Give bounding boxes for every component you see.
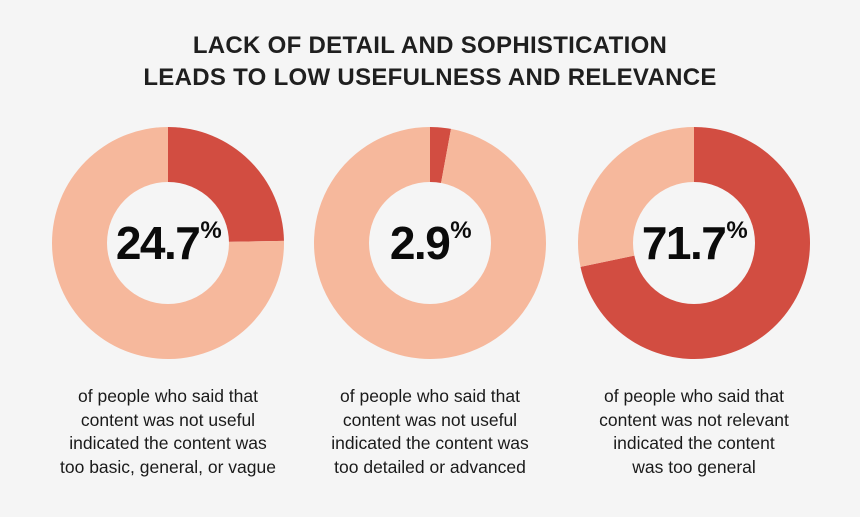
donut-3-hole — [633, 182, 755, 304]
caption-3-line-3: indicated the content — [613, 433, 775, 453]
caption-2: of people who said that content was not … — [300, 385, 560, 479]
donut-1-remainder-slice — [52, 127, 284, 359]
caption-2-line-1: of people who said that — [340, 386, 520, 406]
donut-chart-2: 2.9% — [314, 127, 546, 359]
donut-2-value: 2.9% — [314, 127, 546, 359]
donut-chart-1: 24.7% — [52, 127, 284, 359]
title-line-1: LACK OF DETAIL AND SOPHISTICATION — [192, 32, 668, 59]
caption-1: of people who said that content was not … — [38, 385, 298, 479]
donut-2-hole — [369, 182, 491, 304]
donut-2-percent-sign: % — [450, 217, 471, 244]
caption-2-line-3: indicated the content was — [331, 433, 529, 453]
donut-svg-3 — [578, 127, 810, 359]
donut-3-number: 71.7 — [641, 217, 727, 269]
donut-svg-1 — [52, 127, 284, 359]
donut-chart-3: 71.7% — [578, 127, 810, 359]
chart-title: LACK OF DETAIL AND SOPHISTICATION LEADS … — [0, 30, 860, 94]
donut-svg-2 — [314, 127, 546, 359]
caption-2-line-2: content was not useful — [342, 409, 518, 430]
donut-1-percent-sign: % — [200, 217, 221, 244]
donut-3-value: 71.7% — [578, 127, 810, 359]
donut-1-number: 24.7 — [115, 217, 201, 269]
caption-3-line-1: of people who said that — [604, 386, 784, 406]
donut-1-hole — [107, 182, 229, 304]
donut-2-number: 2.9 — [389, 217, 451, 269]
caption-1-line-2: content was not useful — [80, 409, 256, 430]
caption-1-line-3: indicated the content was — [69, 433, 267, 453]
caption-3-line-2: content was not relevant — [599, 409, 789, 430]
caption-3: of people who said that content was not … — [564, 385, 824, 479]
caption-3-line-4: was too general — [632, 456, 756, 477]
donut-3-percent-sign: % — [726, 217, 747, 244]
caption-2-line-4: too detailed or advanced — [334, 456, 526, 477]
caption-1-line-1: of people who said that — [78, 386, 258, 406]
caption-1-line-4: too basic, general, or vague — [60, 456, 276, 477]
title-line-2: LEADS TO LOW USEFULNESS AND RELEVANCE — [143, 64, 717, 91]
donut-1-value: 24.7% — [52, 127, 284, 359]
